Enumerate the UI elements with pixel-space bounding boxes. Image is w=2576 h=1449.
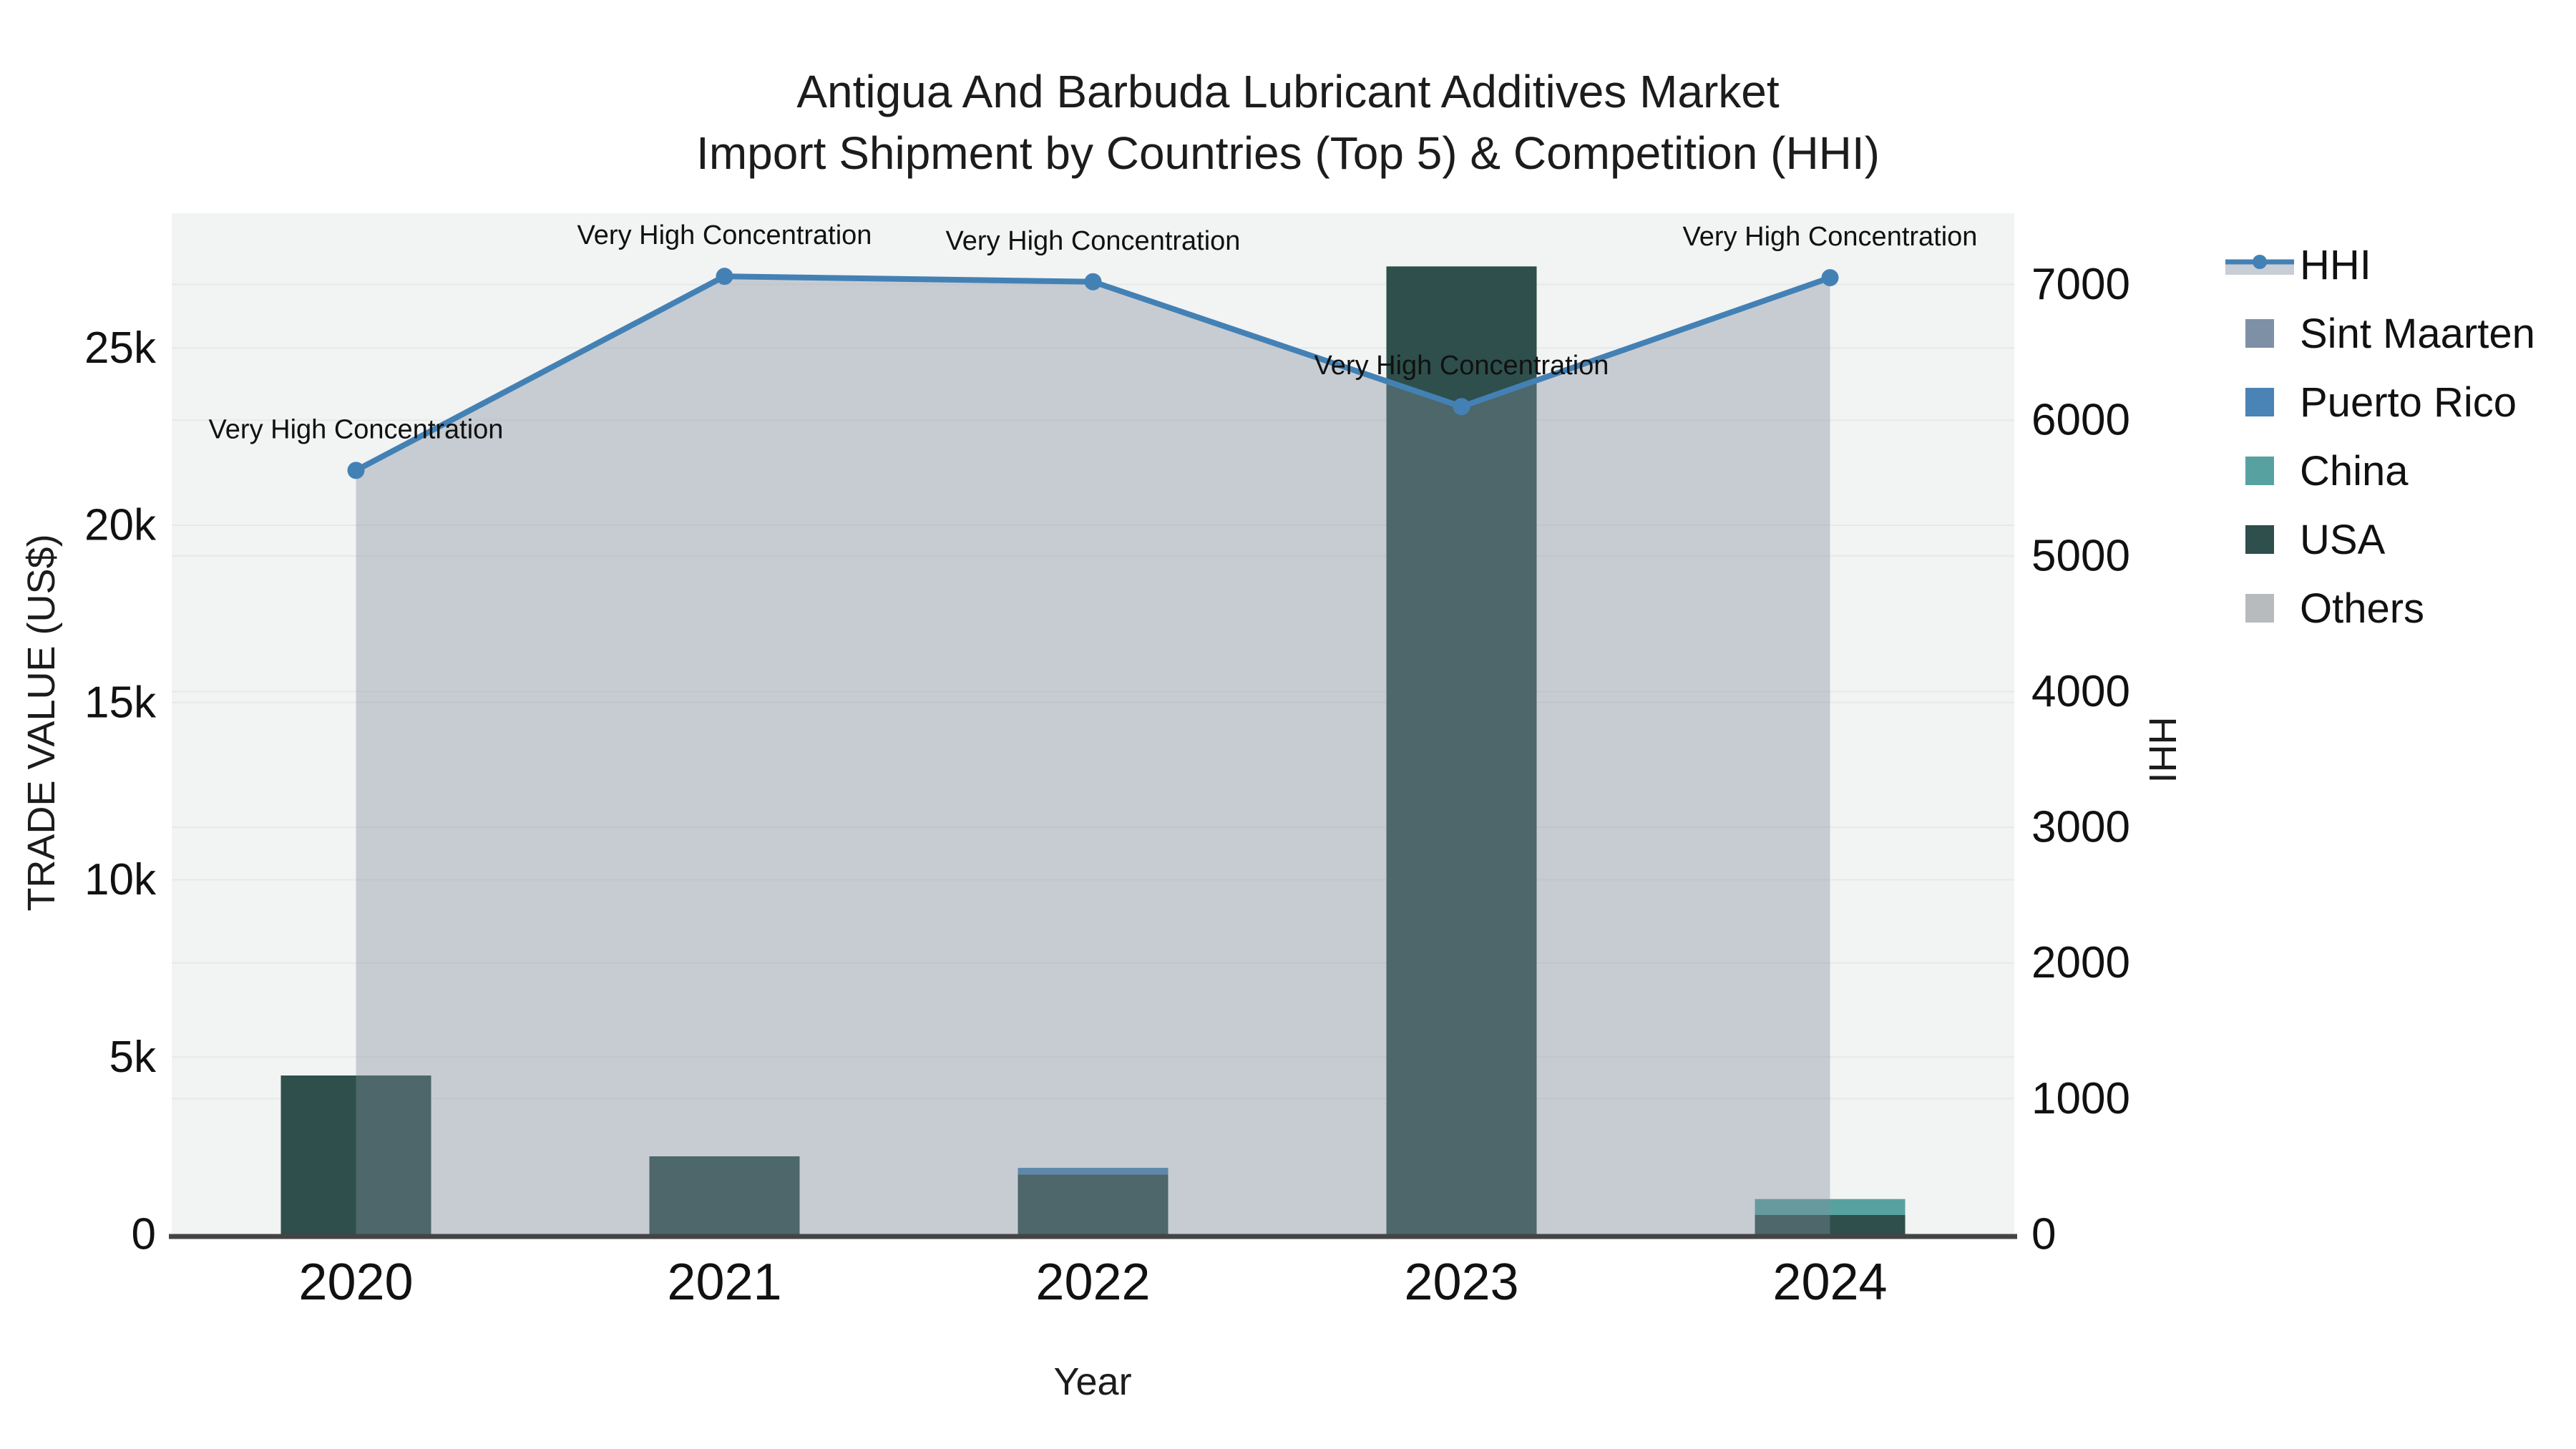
annotation-2020: Very High Concentration <box>209 414 504 444</box>
annotation-2021: Very High Concentration <box>577 220 872 250</box>
y-right-tick-7000: 7000 <box>2031 260 2130 309</box>
legend-item-sint-maarten[interactable]: Sint Maarten <box>2224 308 2535 358</box>
y-right-tick-2000: 2000 <box>2031 938 2130 987</box>
legend-label-usa: USA <box>2300 516 2386 563</box>
bar-usa-2020 <box>280 1075 431 1234</box>
legend-label-puerto-rico: Puerto Rico <box>2300 379 2517 426</box>
bar-puerto-rico-2022 <box>1018 1168 1169 1175</box>
bar-usa-2024 <box>1755 1214 1906 1234</box>
x-tick-2022: 2022 <box>1035 1254 1150 1311</box>
legend-hhi-line-sample-icon <box>2225 249 2294 280</box>
legend-swatch-usa <box>2245 525 2274 554</box>
legend-label-hhi: HHI <box>2300 241 2371 288</box>
y-right-tick-6000: 6000 <box>2031 396 2130 445</box>
chart-title-line1: Antigua And Barbuda Lubricant Additives … <box>796 66 1780 117</box>
bar-usa-2021 <box>649 1156 800 1234</box>
y-right-tick-5000: 5000 <box>2031 531 2130 580</box>
y-left-tick-20k: 20k <box>84 501 157 550</box>
y-axis-title-left: TRADE VALUE (US$) <box>20 534 63 912</box>
hhi-marker-2023 <box>1453 398 1470 416</box>
legend-swatch-china <box>2245 457 2274 485</box>
y-left-tick-25k: 25k <box>84 323 157 373</box>
legend-swatch-sint-maarten <box>2245 319 2274 348</box>
y-axis-title-right: HHI <box>2141 716 2184 784</box>
y-left-tick-15k: 15k <box>84 678 157 727</box>
legend-item-puerto-rico[interactable]: Puerto Rico <box>2224 377 2517 427</box>
y-right-tick-4000: 4000 <box>2031 667 2130 716</box>
y-left-tick-10k: 10k <box>84 855 157 904</box>
legend-swatch-puerto-rico <box>2245 388 2274 416</box>
hhi-marker-2022 <box>1084 273 1102 291</box>
legend-swatch-others <box>2245 594 2274 623</box>
hhi-marker-2021 <box>716 268 733 286</box>
legend-label-others: Others <box>2300 585 2425 632</box>
legend-label-china: China <box>2300 447 2409 494</box>
bar-usa-2023 <box>1386 266 1537 1235</box>
annotation-2024: Very High Concentration <box>1683 222 1978 252</box>
legend-item-others[interactable]: Others <box>2224 583 2424 633</box>
legend-item-hhi[interactable]: HHI <box>2224 240 2371 290</box>
x-tick-2024: 2024 <box>1772 1254 1887 1311</box>
hhi-marker-2024 <box>1821 269 1839 287</box>
chart-title-line2: Import Shipment by Countries (Top 5) & C… <box>696 127 1880 179</box>
plot-area <box>172 213 2014 1234</box>
y-left-tick-5k: 5k <box>109 1033 157 1082</box>
annotation-2023: Very High Concentration <box>1314 351 1609 381</box>
y-right-tick-1000: 1000 <box>2031 1074 2130 1123</box>
y-left-tick-0: 0 <box>132 1210 156 1259</box>
x-axis-title: Year <box>1053 1360 1132 1403</box>
hhi-marker-2020 <box>347 462 365 479</box>
annotation-2022: Very High Concentration <box>946 226 1241 256</box>
x-tick-2020: 2020 <box>298 1254 413 1311</box>
y-right-tick-3000: 3000 <box>2031 803 2130 852</box>
hhi-area-fill <box>356 276 1830 1234</box>
x-tick-2023: 2023 <box>1404 1254 1518 1311</box>
bar-usa-2022 <box>1018 1174 1169 1234</box>
legend: HHI Sint Maarten Puerto Rico China USA Others <box>2224 0 2576 1449</box>
y-right-tick-0: 0 <box>2031 1210 2056 1259</box>
bar-china-2024 <box>1755 1199 1906 1215</box>
x-tick-2021: 2021 <box>667 1254 781 1311</box>
legend-label-sint-maarten: Sint Maarten <box>2300 310 2535 357</box>
legend-item-usa[interactable]: USA <box>2224 514 2385 565</box>
legend-item-china[interactable]: China <box>2224 446 2409 496</box>
